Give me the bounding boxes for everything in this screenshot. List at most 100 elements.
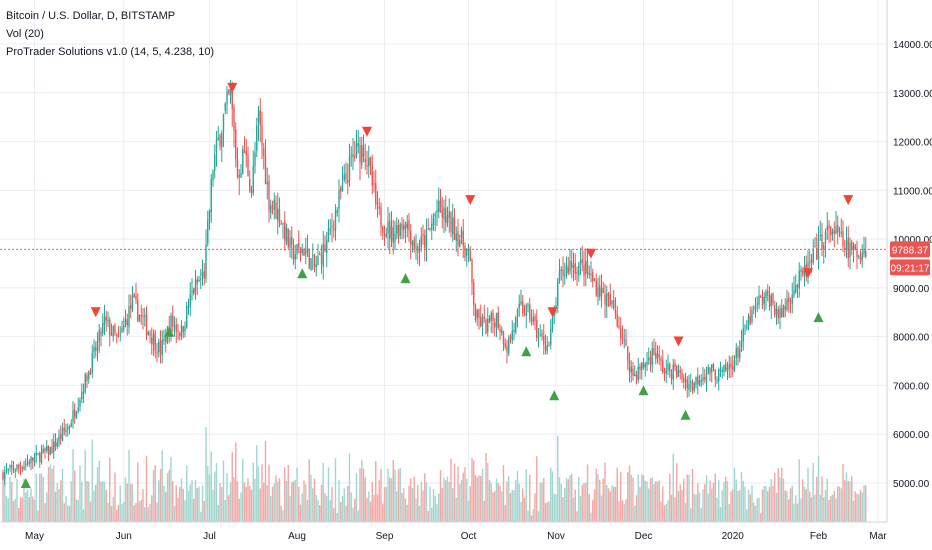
candle-body — [238, 175, 240, 178]
volume-bar — [735, 479, 737, 522]
candle-body — [263, 148, 265, 156]
candle-body — [278, 208, 281, 223]
candle-body — [361, 144, 363, 166]
volume-bar — [399, 467, 401, 522]
volume-bar — [695, 494, 697, 522]
volume-bar — [308, 459, 310, 522]
volume-bar — [256, 445, 258, 522]
volume-bar — [443, 477, 445, 522]
volume-bar — [445, 480, 447, 522]
candle-body — [320, 254, 323, 265]
volume-bar — [170, 457, 172, 522]
candle-body — [635, 374, 638, 380]
candle-body — [37, 453, 39, 455]
volume-bar — [607, 488, 610, 522]
volume-bar — [271, 486, 274, 522]
candle-body — [863, 248, 865, 254]
volume-bar — [259, 488, 261, 522]
candle-body — [359, 144, 361, 163]
volume-bar — [207, 466, 209, 522]
volume-bar — [618, 501, 620, 522]
candle-body — [817, 238, 820, 260]
time-axis[interactable]: May Jun Jul Aug Sep Oct Nov Dec 2020 Feb Mar — [25, 531, 887, 542]
volume-bar — [47, 467, 50, 522]
candle-body — [606, 294, 608, 307]
candle-body — [212, 170, 214, 181]
candle-body — [152, 334, 155, 345]
volume-bar — [16, 478, 18, 522]
volume-bar — [478, 475, 480, 522]
volume-bar — [583, 483, 585, 522]
volume-bar — [553, 493, 555, 522]
volume-bar — [833, 490, 835, 522]
volume-bar — [474, 475, 477, 522]
volume-bar — [782, 478, 785, 522]
volume-bar — [177, 497, 179, 522]
volume-bar — [614, 487, 617, 522]
volume-bar — [84, 450, 86, 522]
candle-body — [686, 379, 688, 389]
volume-bar — [788, 499, 790, 522]
volume-bar — [674, 497, 676, 522]
candle-body — [147, 331, 149, 335]
candle-body — [761, 296, 764, 306]
protrader-indicator-label[interactable]: ProTrader Solutions v1.0 (14, 5, 4.238, … — [6, 46, 215, 58]
volume-bar — [32, 496, 34, 522]
volume-bar — [247, 478, 249, 522]
volume-bar — [700, 508, 702, 522]
candle-body — [235, 129, 237, 160]
candle-body — [812, 249, 814, 263]
volume-bar — [504, 504, 506, 522]
volume-bar — [667, 500, 669, 522]
candle-body — [259, 110, 261, 126]
candle-body — [116, 334, 118, 336]
candle-body — [471, 259, 473, 283]
volume-bar — [711, 488, 713, 522]
candlesticks[interactable] — [2, 79, 867, 486]
volume-bar — [590, 512, 592, 522]
volume-bar — [42, 476, 44, 522]
candle-body — [810, 260, 813, 264]
candle-body — [250, 189, 253, 194]
candle-body — [207, 220, 209, 244]
volume-bar — [758, 497, 760, 522]
time-tick-label: 2020 — [722, 531, 745, 542]
candle-body — [175, 324, 177, 332]
volume-bar — [103, 482, 106, 522]
volume-bar — [138, 501, 141, 522]
volume-bar — [802, 479, 804, 522]
candle-body — [275, 201, 277, 219]
candle-body — [756, 303, 758, 305]
candle-body — [716, 380, 718, 382]
volume-bar — [189, 484, 191, 522]
candle-body — [333, 228, 335, 230]
volume-bar — [648, 488, 650, 522]
volume-bar — [264, 441, 267, 522]
candle-body — [576, 271, 578, 274]
candle-body — [847, 237, 849, 259]
candle-body — [105, 316, 107, 321]
volume-bar — [571, 473, 573, 522]
candle-body — [382, 226, 384, 233]
volume-bar — [418, 505, 421, 522]
candle-body — [529, 304, 531, 321]
symbol-title[interactable]: Bitcoin / U.S. Dollar, D, BITSTAMP — [6, 10, 176, 22]
candle-body — [595, 280, 597, 296]
volume-bar — [128, 450, 130, 522]
volume-indicator-label[interactable]: Vol (20) — [6, 28, 44, 40]
volume-bar — [305, 484, 307, 522]
volume-bar — [746, 509, 748, 522]
volume-bar — [215, 463, 218, 522]
price-axis[interactable]: 5000.00 6000.00 7000.00 8000.00 9000.00 10000… — [893, 40, 932, 490]
candle-body — [112, 326, 114, 337]
candle-body — [16, 464, 18, 470]
candle-body — [205, 243, 207, 279]
volume-bar — [14, 498, 16, 522]
volume-bar — [18, 507, 20, 522]
candle-body — [784, 306, 786, 310]
volume-bar — [294, 479, 296, 522]
candle-body — [674, 363, 676, 367]
candle-body — [537, 336, 540, 338]
candle-body — [840, 232, 842, 234]
